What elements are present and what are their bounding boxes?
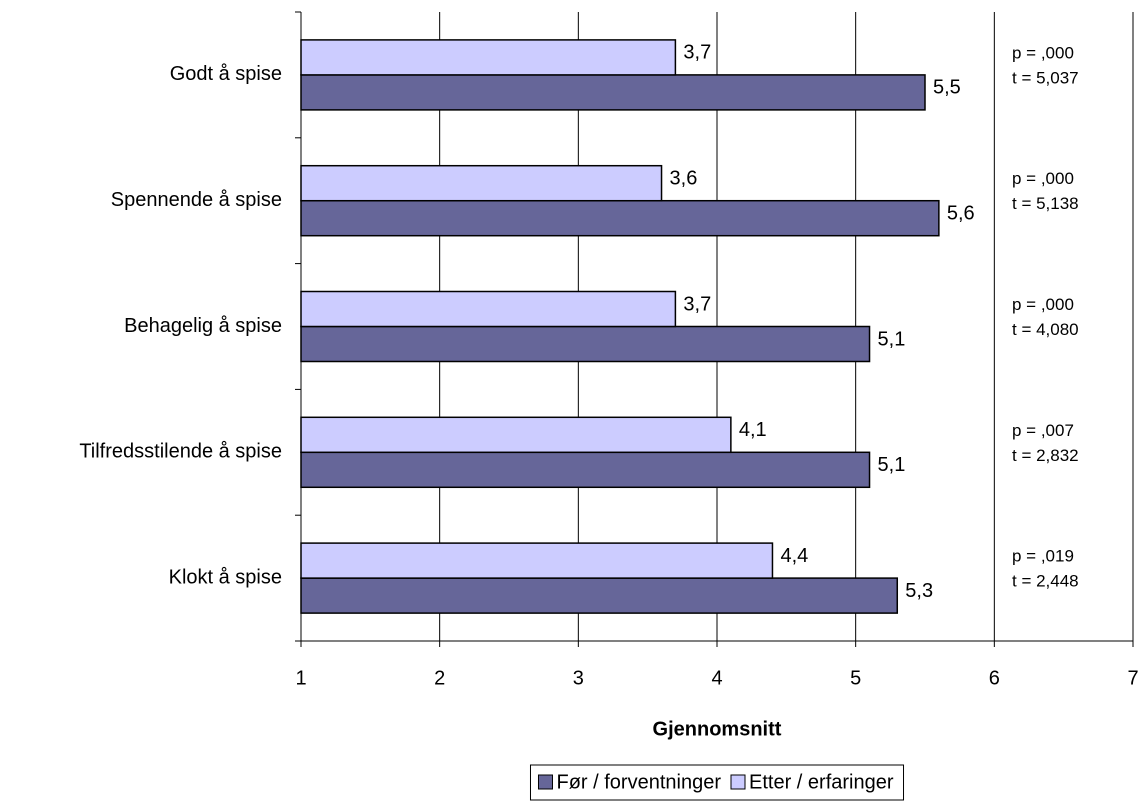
bar <box>300 451 871 489</box>
x-tick-label: 6 <box>989 667 1000 689</box>
bar <box>300 39 677 76</box>
data-label: 4,4 <box>780 545 808 567</box>
data-label: 5,6 <box>947 202 975 224</box>
x-tick-label: 5 <box>850 667 861 689</box>
legend-label: Etter / erfaringer <box>749 771 894 793</box>
annotation: p = ,000 <box>1012 43 1074 62</box>
y-tick-label: Spennende å spise <box>111 189 282 211</box>
legend-label: Før / forventninger <box>556 771 721 793</box>
y-tick-label: Klokt å spise <box>169 566 282 588</box>
y-tick-label: Tilfredsstilende å spise <box>79 441 282 463</box>
annotation: t = 2,448 <box>1012 572 1079 591</box>
bar <box>300 199 940 237</box>
data-label: 4,1 <box>739 419 767 441</box>
data-label: 3,6 <box>670 167 698 189</box>
annotation: t = 5,037 <box>1012 68 1079 87</box>
bar <box>300 164 663 202</box>
annotation: p = ,007 <box>1012 421 1074 440</box>
x-axis-label: Gjennomsnitt <box>653 718 782 740</box>
bar <box>300 74 926 111</box>
annotation: p = ,000 <box>1012 295 1074 314</box>
data-label: 5,3 <box>905 580 933 602</box>
annotation: t = 2,832 <box>1012 446 1079 465</box>
data-label: 3,7 <box>683 42 711 64</box>
x-tick-label: 3 <box>573 667 584 689</box>
legend <box>529 764 905 801</box>
data-label: 5,5 <box>933 77 961 99</box>
x-tick-label: 2 <box>434 667 445 689</box>
y-tick-label: Godt å spise <box>170 63 282 85</box>
x-tick-label: 1 <box>295 667 306 689</box>
legend-swatch <box>730 774 746 790</box>
x-tick-label: 7 <box>1127 667 1138 689</box>
annotation: t = 4,080 <box>1012 320 1079 339</box>
annotation: p = ,000 <box>1012 169 1074 188</box>
y-tick-label: Behagelig å spise <box>124 315 282 337</box>
data-label: 5,1 <box>878 328 906 350</box>
annotation: p = ,019 <box>1012 547 1074 566</box>
data-label: 3,7 <box>683 293 711 315</box>
bar <box>300 542 774 579</box>
legend-swatch <box>537 774 553 790</box>
data-label: 5,1 <box>878 454 906 476</box>
x-tick-label: 4 <box>711 667 722 689</box>
bar <box>300 577 899 614</box>
bar <box>300 416 732 454</box>
bar <box>300 290 677 328</box>
bar <box>300 325 871 363</box>
annotation: t = 5,138 <box>1012 194 1079 213</box>
